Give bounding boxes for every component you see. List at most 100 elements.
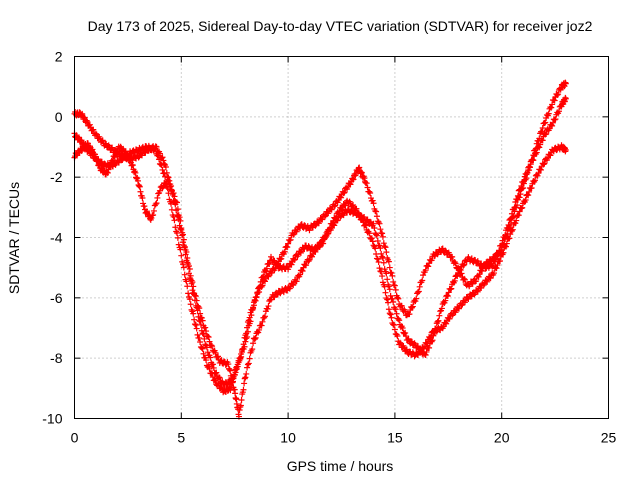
data-point (238, 353, 245, 360)
data-point (290, 231, 297, 238)
data-point (392, 286, 399, 293)
data-point (373, 232, 380, 239)
chart-title: Day 173 of 2025, Sidereal Day-to-day VTE… (88, 18, 593, 34)
data-point (174, 206, 181, 213)
data-point (461, 261, 468, 268)
data-point (325, 230, 332, 237)
data-point (512, 220, 519, 227)
data-point (148, 215, 155, 222)
data-point (379, 230, 386, 237)
data-point (475, 273, 482, 280)
data-point (260, 273, 267, 280)
data-point (154, 194, 161, 201)
data-point (358, 169, 365, 176)
data-point (143, 208, 150, 215)
data-point (205, 334, 212, 341)
data-point (538, 166, 545, 173)
data-point (373, 231, 380, 238)
data-point (178, 252, 185, 259)
data-point (132, 169, 139, 176)
grid (74, 56, 609, 419)
data-point (422, 267, 429, 274)
data-point (185, 263, 192, 270)
data-point (241, 375, 248, 382)
data-point (555, 108, 562, 115)
data-point (386, 310, 393, 317)
data-point (504, 225, 511, 232)
data-point (376, 265, 383, 272)
data-point (382, 244, 389, 251)
data-point (517, 186, 524, 193)
data-point (390, 299, 397, 306)
data-point (256, 283, 263, 290)
data-point (253, 294, 260, 301)
data-point (386, 286, 393, 293)
data-point (356, 164, 363, 171)
y-axis-label: SDTVAR / TECUs (6, 182, 22, 294)
data-point (92, 151, 99, 158)
y-tick-label: 2 (55, 49, 63, 65)
data-point (357, 170, 364, 177)
data-point (487, 275, 494, 282)
data-point (114, 149, 121, 156)
data-point (536, 144, 543, 151)
data-point (514, 192, 521, 199)
data-point (526, 188, 533, 195)
data-point (390, 278, 397, 285)
data-point (375, 259, 382, 266)
data-point (350, 201, 357, 208)
data-point (171, 193, 178, 200)
data-point (449, 253, 456, 260)
data-point (377, 245, 384, 252)
data-point (532, 177, 539, 184)
data-point (432, 325, 439, 332)
y-tick-label: -8 (50, 350, 63, 366)
data-point (389, 272, 396, 279)
data-point (422, 352, 429, 359)
data-point (533, 149, 540, 156)
data-point (491, 270, 498, 277)
data-point (388, 270, 395, 277)
data-point (134, 177, 141, 184)
data-point (379, 253, 386, 260)
data-point (187, 301, 194, 308)
data-point (193, 297, 200, 304)
data-point (196, 335, 203, 342)
data-point (420, 272, 427, 279)
data-point (449, 312, 456, 319)
data-point (185, 290, 192, 297)
data-point (428, 338, 435, 345)
data-point (164, 185, 171, 192)
series-track-c (71, 94, 569, 420)
data-point (184, 255, 191, 262)
data-point (413, 295, 420, 302)
data-point (177, 225, 184, 232)
data-point (366, 188, 373, 195)
data-point (174, 199, 181, 206)
data-point (476, 271, 483, 278)
data-point (334, 217, 341, 224)
data-point (111, 154, 118, 161)
data-point (135, 154, 142, 161)
data-point (193, 325, 200, 332)
data-point (374, 237, 381, 244)
data-point (159, 166, 166, 173)
data-point (520, 179, 527, 186)
data-point (399, 325, 406, 332)
data-point (397, 339, 404, 346)
data-point (321, 235, 328, 242)
data-point (452, 260, 459, 267)
data-point (516, 208, 523, 215)
data-point (386, 264, 393, 271)
data-point (198, 344, 205, 351)
data-point (291, 256, 298, 263)
data-point (331, 222, 338, 229)
data-point (385, 258, 392, 265)
data-point (258, 322, 265, 329)
data-point (527, 161, 534, 168)
data-point (543, 131, 550, 138)
data-point (215, 353, 222, 360)
data-point (168, 183, 175, 190)
data-point (265, 303, 272, 310)
